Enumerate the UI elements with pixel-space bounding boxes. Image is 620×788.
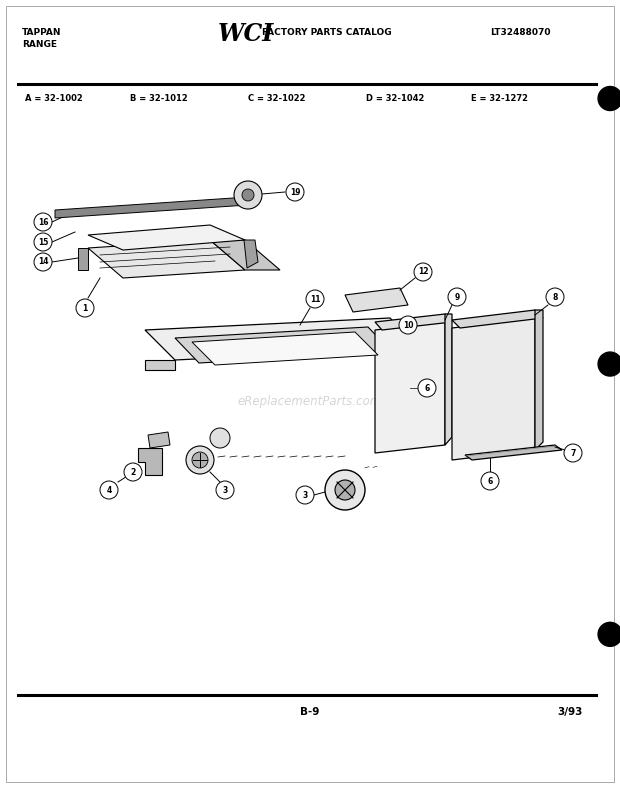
Text: 8: 8: [552, 292, 557, 302]
Circle shape: [335, 480, 355, 500]
Polygon shape: [452, 310, 543, 328]
Text: RANGE: RANGE: [22, 40, 57, 49]
Circle shape: [564, 444, 582, 462]
Text: 10: 10: [403, 321, 414, 329]
Text: eReplacementParts.com: eReplacementParts.com: [238, 396, 382, 408]
Polygon shape: [88, 240, 245, 278]
Text: 7: 7: [570, 448, 576, 458]
Text: 16: 16: [38, 217, 48, 226]
Circle shape: [306, 290, 324, 308]
Text: 3/93: 3/93: [558, 707, 583, 717]
Polygon shape: [55, 197, 248, 218]
Circle shape: [124, 463, 142, 481]
Text: 15: 15: [38, 237, 48, 247]
Text: 12: 12: [418, 267, 428, 277]
Text: 6: 6: [487, 477, 493, 485]
Circle shape: [598, 623, 620, 646]
Text: 9: 9: [454, 292, 459, 302]
Circle shape: [34, 253, 52, 271]
Circle shape: [399, 316, 417, 334]
Text: WCI: WCI: [218, 22, 274, 46]
Polygon shape: [465, 445, 562, 460]
Circle shape: [234, 181, 262, 209]
Circle shape: [210, 428, 230, 448]
Circle shape: [76, 299, 94, 317]
Text: A = 32-1002: A = 32-1002: [25, 95, 82, 103]
Circle shape: [481, 472, 499, 490]
Text: 3: 3: [303, 490, 308, 500]
Circle shape: [286, 183, 304, 201]
Polygon shape: [390, 348, 420, 358]
Text: B-9: B-9: [300, 707, 320, 717]
Text: D = 32-1042: D = 32-1042: [366, 95, 424, 103]
Circle shape: [192, 452, 208, 468]
Polygon shape: [145, 318, 420, 360]
Circle shape: [448, 288, 466, 306]
Circle shape: [216, 481, 234, 499]
Text: 3: 3: [223, 485, 228, 495]
Text: 11: 11: [310, 295, 321, 303]
Polygon shape: [145, 360, 175, 370]
Text: 6: 6: [424, 384, 430, 392]
Circle shape: [242, 189, 254, 201]
Text: 2: 2: [130, 467, 136, 477]
Circle shape: [418, 379, 436, 397]
Text: 19: 19: [290, 188, 300, 196]
Polygon shape: [452, 318, 535, 460]
Text: 1: 1: [82, 303, 87, 313]
Polygon shape: [210, 240, 280, 270]
Circle shape: [100, 481, 118, 499]
Polygon shape: [244, 240, 258, 268]
Circle shape: [186, 446, 214, 474]
Circle shape: [34, 233, 52, 251]
Polygon shape: [375, 322, 445, 453]
Circle shape: [34, 213, 52, 231]
Text: 14: 14: [38, 258, 48, 266]
Text: FACTORY PARTS CATALOG: FACTORY PARTS CATALOG: [262, 28, 392, 37]
Polygon shape: [138, 448, 162, 475]
Circle shape: [325, 470, 365, 510]
Polygon shape: [192, 332, 378, 365]
Circle shape: [598, 352, 620, 376]
Circle shape: [546, 288, 564, 306]
Polygon shape: [345, 288, 408, 312]
Text: LT32488070: LT32488070: [490, 28, 551, 37]
Text: B = 32-1012: B = 32-1012: [130, 95, 188, 103]
Polygon shape: [375, 314, 452, 330]
Text: TAPPAN: TAPPAN: [22, 28, 61, 37]
Polygon shape: [445, 314, 452, 445]
Circle shape: [414, 263, 432, 281]
Polygon shape: [148, 432, 170, 448]
Polygon shape: [78, 248, 88, 270]
Text: C = 32-1022: C = 32-1022: [248, 95, 306, 103]
Polygon shape: [535, 310, 543, 450]
Polygon shape: [88, 225, 245, 250]
Circle shape: [296, 486, 314, 504]
Circle shape: [598, 87, 620, 110]
Polygon shape: [175, 327, 392, 363]
Text: E = 32-1272: E = 32-1272: [471, 95, 528, 103]
Text: 4: 4: [107, 485, 112, 495]
